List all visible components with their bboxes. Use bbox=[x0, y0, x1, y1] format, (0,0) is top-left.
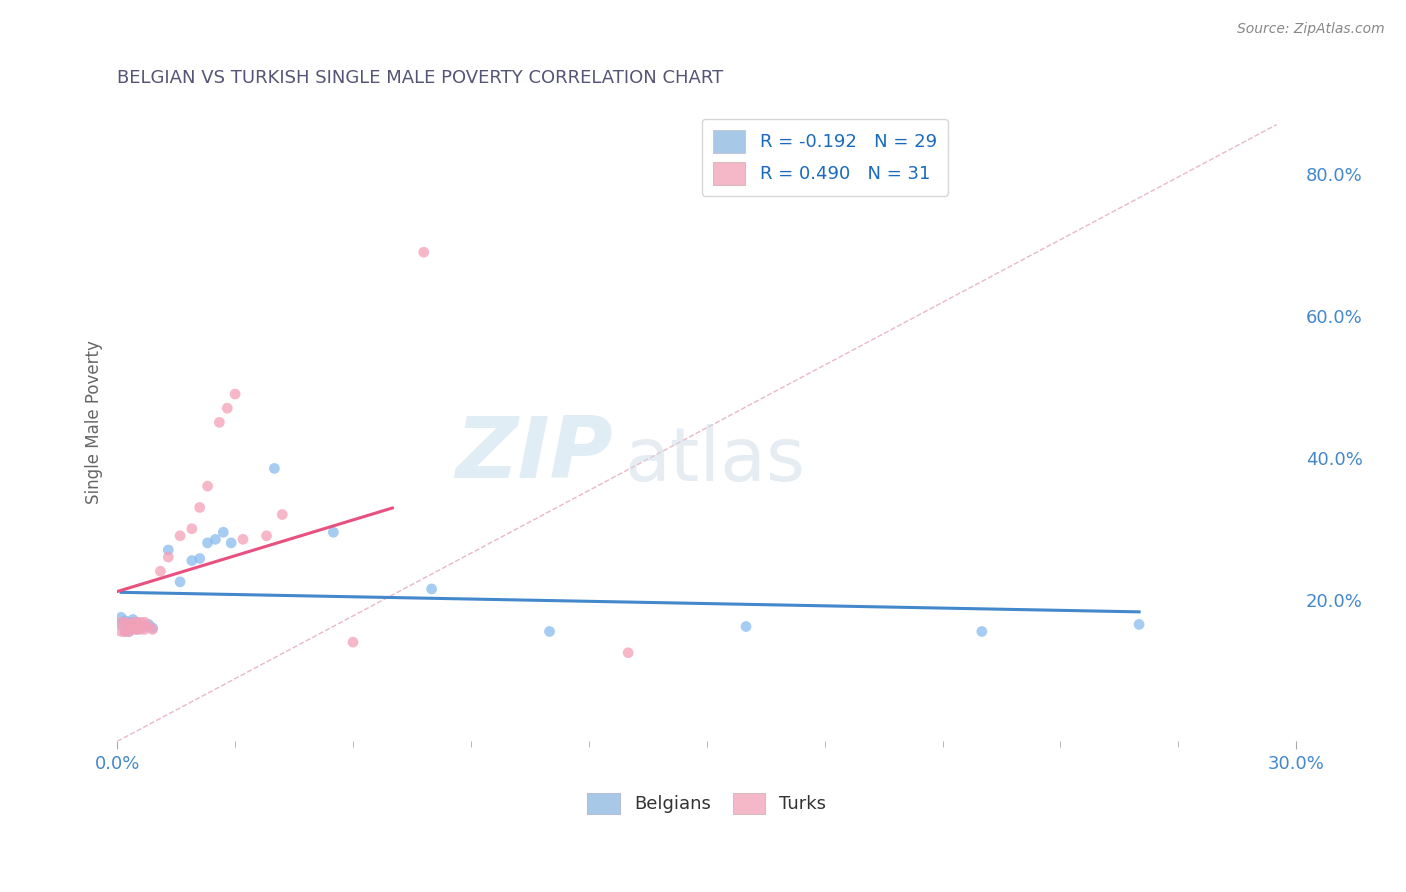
Point bbox=[412, 245, 434, 260]
Point bbox=[110, 615, 132, 630]
Point bbox=[322, 525, 344, 540]
Point bbox=[169, 574, 191, 589]
Point bbox=[219, 536, 242, 550]
Point bbox=[118, 615, 141, 630]
Point bbox=[122, 615, 145, 630]
Point bbox=[129, 619, 152, 633]
Text: atlas: atlas bbox=[624, 425, 806, 497]
Text: ZIP: ZIP bbox=[454, 413, 613, 496]
Point bbox=[142, 623, 165, 637]
Text: BELGIAN VS TURKISH SINGLE MALE POVERTY CORRELATION CHART: BELGIAN VS TURKISH SINGLE MALE POVERTY C… bbox=[117, 69, 724, 87]
Point bbox=[212, 525, 235, 540]
Point bbox=[110, 617, 132, 632]
Point bbox=[122, 623, 145, 637]
Point bbox=[118, 617, 141, 632]
Point bbox=[188, 551, 211, 566]
Point bbox=[735, 619, 758, 633]
Point bbox=[149, 564, 172, 578]
Point bbox=[118, 624, 141, 639]
Point bbox=[197, 479, 219, 493]
Point bbox=[134, 619, 156, 633]
Point bbox=[125, 623, 148, 637]
Point bbox=[118, 624, 141, 639]
Point bbox=[125, 615, 148, 630]
Point bbox=[110, 624, 132, 639]
Point bbox=[134, 623, 156, 637]
Point bbox=[217, 401, 239, 416]
Y-axis label: Single Male Poverty: Single Male Poverty bbox=[86, 341, 103, 504]
Point bbox=[138, 619, 160, 633]
Point bbox=[197, 536, 219, 550]
Point bbox=[122, 612, 145, 626]
Point bbox=[129, 615, 152, 630]
Point bbox=[157, 550, 180, 565]
Point bbox=[142, 621, 165, 635]
Point bbox=[125, 623, 148, 637]
Point bbox=[138, 617, 160, 632]
Point bbox=[208, 416, 231, 430]
Point bbox=[420, 582, 443, 596]
Point bbox=[224, 387, 246, 401]
Point bbox=[169, 529, 191, 543]
Legend: Belgians, Turks: Belgians, Turks bbox=[579, 786, 834, 821]
Point bbox=[232, 533, 254, 547]
Point bbox=[1128, 617, 1150, 632]
Point bbox=[256, 529, 278, 543]
Point bbox=[114, 614, 136, 628]
Point bbox=[970, 624, 993, 639]
Point bbox=[263, 461, 285, 475]
Point bbox=[617, 646, 640, 660]
Point bbox=[114, 624, 136, 639]
Point bbox=[134, 615, 156, 630]
Point bbox=[114, 624, 136, 639]
Point bbox=[271, 508, 294, 522]
Point bbox=[110, 610, 132, 624]
Point bbox=[180, 553, 202, 567]
Text: Source: ZipAtlas.com: Source: ZipAtlas.com bbox=[1237, 22, 1385, 37]
Point bbox=[122, 619, 145, 633]
Point bbox=[188, 500, 211, 515]
Point bbox=[180, 522, 202, 536]
Point bbox=[342, 635, 364, 649]
Point bbox=[125, 615, 148, 630]
Point bbox=[157, 543, 180, 558]
Point bbox=[538, 624, 561, 639]
Point bbox=[114, 615, 136, 630]
Point bbox=[204, 533, 226, 547]
Point bbox=[129, 623, 152, 637]
